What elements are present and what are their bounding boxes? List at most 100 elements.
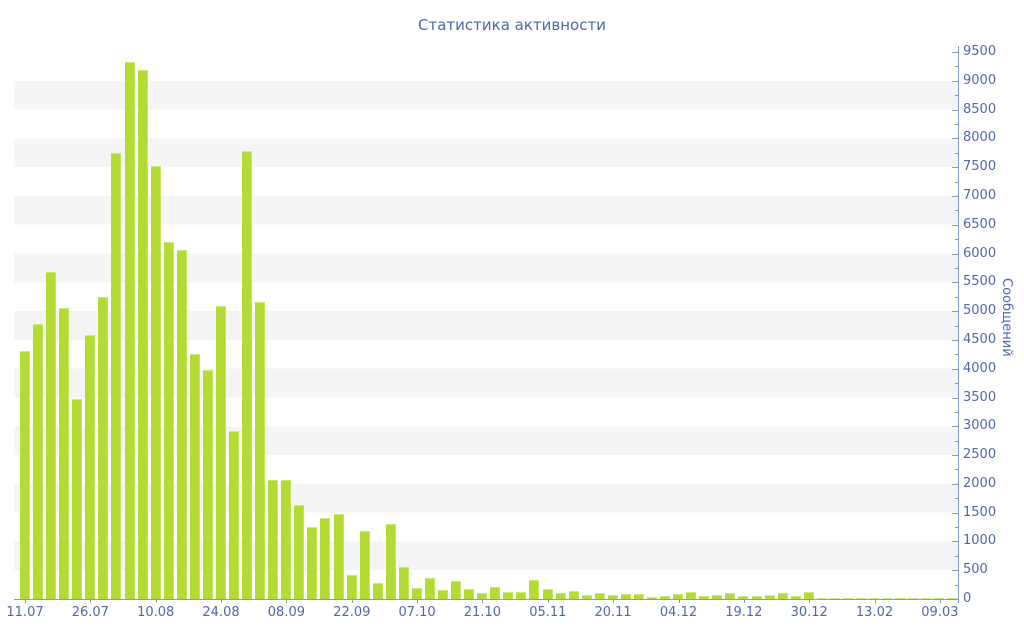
bar[interactable] xyxy=(581,595,592,599)
bar[interactable] xyxy=(568,590,579,599)
y-tick-label: 5500 xyxy=(963,274,997,290)
x-tick-label: 08.09 xyxy=(267,605,305,620)
bar[interactable] xyxy=(385,524,396,599)
bar[interactable] xyxy=(869,597,880,599)
y-major-tick xyxy=(952,311,958,313)
bar[interactable] xyxy=(281,480,292,599)
bar[interactable] xyxy=(477,592,488,599)
bar[interactable] xyxy=(660,596,671,599)
bar[interactable] xyxy=(72,399,83,599)
bar[interactable] xyxy=(777,593,788,599)
bar[interactable] xyxy=(725,593,736,599)
bar[interactable] xyxy=(411,587,422,599)
bar[interactable] xyxy=(189,354,200,599)
x-tick xyxy=(155,599,157,603)
chart-title: Статистика активности xyxy=(418,16,606,34)
bar[interactable] xyxy=(516,591,527,599)
bar[interactable] xyxy=(738,595,749,599)
bar[interactable] xyxy=(790,595,801,599)
x-tick-label: 05.11 xyxy=(529,605,567,620)
y-major-tick xyxy=(952,570,958,572)
bar[interactable] xyxy=(320,517,331,599)
bar[interactable] xyxy=(202,369,213,599)
bar[interactable] xyxy=(372,582,383,599)
bar[interactable] xyxy=(947,597,958,599)
bar[interactable] xyxy=(503,591,514,599)
bar[interactable] xyxy=(895,597,906,599)
bar[interactable] xyxy=(842,597,853,599)
bar[interactable] xyxy=(829,598,840,599)
x-tick xyxy=(613,599,615,603)
bar[interactable] xyxy=(908,598,919,599)
y-tick-label: 7000 xyxy=(963,187,997,203)
bar[interactable] xyxy=(33,323,44,599)
bar[interactable] xyxy=(490,586,501,599)
bar[interactable] xyxy=(111,152,122,599)
bar[interactable] xyxy=(255,301,266,599)
bar[interactable] xyxy=(594,593,605,599)
bar[interactable] xyxy=(529,580,540,599)
bar[interactable] xyxy=(98,297,109,599)
y-major-tick xyxy=(952,80,958,82)
y-major-tick xyxy=(952,397,958,399)
x-tick-label: 11.07 xyxy=(6,605,44,620)
bar[interactable] xyxy=(438,589,448,599)
bar[interactable] xyxy=(398,566,409,599)
bar[interactable] xyxy=(921,597,932,599)
bar[interactable] xyxy=(816,597,827,599)
x-tick xyxy=(547,599,549,603)
y-tick-label: 1000 xyxy=(963,533,997,549)
bar[interactable] xyxy=(451,581,462,599)
bar[interactable] xyxy=(242,150,253,599)
bar[interactable] xyxy=(359,530,370,599)
bar[interactable] xyxy=(751,595,762,599)
bar[interactable] xyxy=(124,61,135,599)
y-minor-tick xyxy=(955,555,958,557)
y-tick-label: 1500 xyxy=(963,504,997,520)
y-tick-label: 3000 xyxy=(963,418,997,434)
bar[interactable] xyxy=(346,574,357,599)
bar[interactable] xyxy=(686,592,697,599)
bar[interactable] xyxy=(607,595,618,599)
y-major-tick xyxy=(952,138,958,140)
y-major-tick xyxy=(952,483,958,485)
y-tick-label: 9500 xyxy=(963,44,997,59)
bar[interactable] xyxy=(163,242,174,599)
bar[interactable] xyxy=(85,335,96,599)
bar[interactable] xyxy=(20,351,30,599)
bar[interactable] xyxy=(555,592,566,599)
bar[interactable] xyxy=(882,597,893,599)
bar[interactable] xyxy=(803,592,814,599)
bar[interactable] xyxy=(307,527,318,599)
bar[interactable] xyxy=(542,589,553,599)
y-tick-label: 5000 xyxy=(963,303,997,319)
bar[interactable] xyxy=(699,595,710,599)
bar[interactable] xyxy=(150,166,161,599)
bar[interactable] xyxy=(647,596,657,599)
y-major-tick xyxy=(952,455,958,457)
bar[interactable] xyxy=(229,430,239,599)
y-major-tick xyxy=(952,224,958,226)
y-major-tick xyxy=(952,167,958,169)
bar[interactable] xyxy=(215,305,226,599)
bar[interactable] xyxy=(424,577,435,599)
bar[interactable] xyxy=(46,272,57,599)
x-tick xyxy=(809,599,811,603)
bar[interactable] xyxy=(633,593,644,599)
bar[interactable] xyxy=(673,594,684,599)
bar[interactable] xyxy=(294,505,305,599)
bar[interactable] xyxy=(176,250,187,599)
bar[interactable] xyxy=(856,597,866,599)
x-tick-label: 04.12 xyxy=(659,605,698,620)
bar[interactable] xyxy=(712,595,723,599)
bar[interactable] xyxy=(620,593,631,599)
bar[interactable] xyxy=(59,308,70,599)
bar[interactable] xyxy=(934,598,945,599)
x-tick-label: 20.11 xyxy=(594,605,632,620)
bar[interactable] xyxy=(137,69,148,599)
bar[interactable] xyxy=(464,589,475,599)
bar[interactable] xyxy=(268,479,279,599)
bar[interactable] xyxy=(333,513,344,599)
y-major-tick xyxy=(952,426,958,428)
bar[interactable] xyxy=(764,595,775,599)
